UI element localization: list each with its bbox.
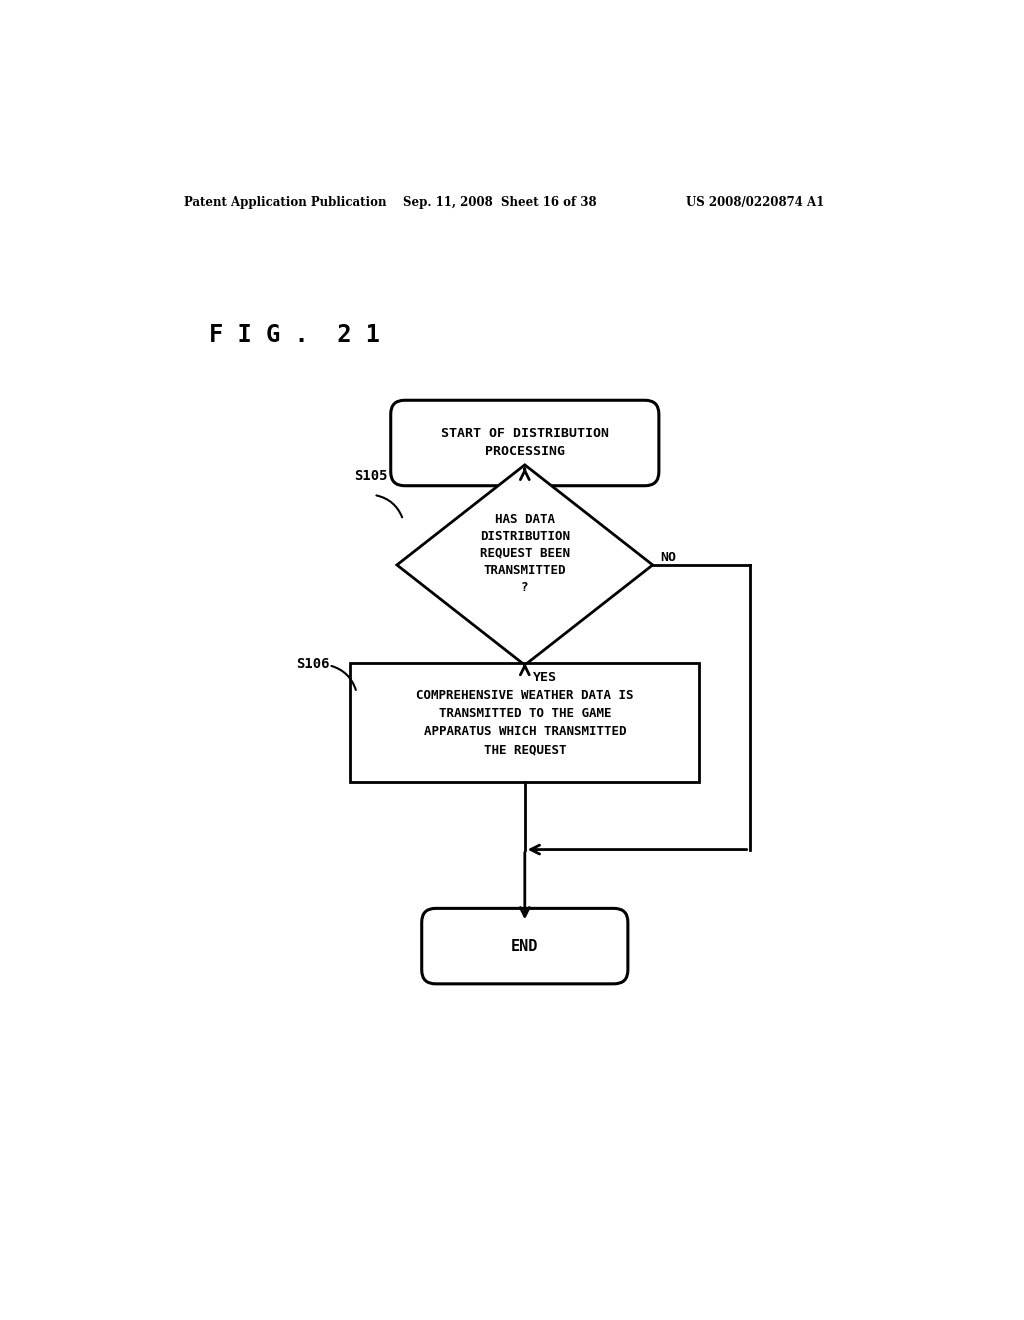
Polygon shape <box>397 465 652 665</box>
Text: COMPREHENSIVE WEATHER DATA IS
TRANSMITTED TO THE GAME
APPARATUS WHICH TRANSMITTE: COMPREHENSIVE WEATHER DATA IS TRANSMITTE… <box>416 689 634 756</box>
Text: NO: NO <box>660 550 677 564</box>
FancyBboxPatch shape <box>422 908 628 983</box>
Text: START OF DISTRIBUTION
PROCESSING: START OF DISTRIBUTION PROCESSING <box>440 428 609 458</box>
Text: S105: S105 <box>354 469 388 483</box>
Text: S106: S106 <box>296 656 330 671</box>
FancyBboxPatch shape <box>391 400 658 486</box>
Text: Patent Application Publication: Patent Application Publication <box>183 195 386 209</box>
Text: Sep. 11, 2008  Sheet 16 of 38: Sep. 11, 2008 Sheet 16 of 38 <box>403 195 597 209</box>
Text: YES: YES <box>532 672 557 684</box>
Bar <box>350 663 699 783</box>
Text: US 2008/0220874 A1: US 2008/0220874 A1 <box>686 195 824 209</box>
Text: HAS DATA
DISTRIBUTION
REQUEST BEEN
TRANSMITTED
?: HAS DATA DISTRIBUTION REQUEST BEEN TRANS… <box>480 513 569 594</box>
Text: END: END <box>511 939 539 953</box>
Text: F I G .  2 1: F I G . 2 1 <box>209 323 380 347</box>
